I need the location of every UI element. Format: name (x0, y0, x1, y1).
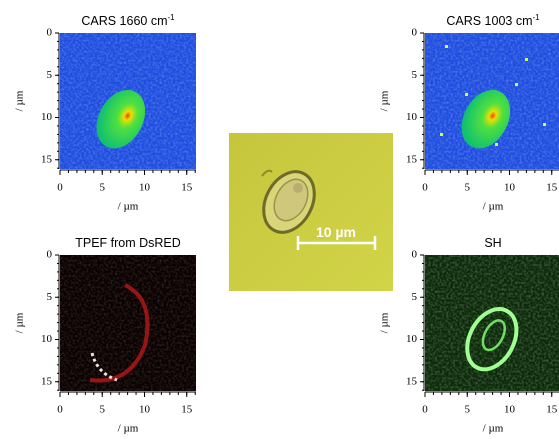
y-tick-label: 5 (47, 69, 53, 81)
y-tick-label: 0 (412, 249, 418, 261)
image-panel: SH 0 5 10 15 0 5 10 15 / µm / µm (379, 236, 559, 435)
bright-field-image: 10 µm (229, 133, 393, 291)
panel-title: TPEF from DsRED (75, 236, 181, 250)
panel-title: CARS 1660 cm-1 (81, 13, 175, 28)
image (60, 255, 196, 391)
image (60, 33, 196, 169)
y-tick-label: 10 (41, 333, 53, 345)
title-superscript: -1 (168, 13, 176, 22)
x-tick-label: 5 (465, 404, 471, 416)
y-tick-label: 0 (412, 27, 418, 39)
y-tick-label: 15 (41, 153, 53, 165)
x-tick-label: 5 (100, 182, 106, 194)
y-tick-label: 15 (406, 153, 418, 165)
x-tick-label: 0 (57, 182, 63, 194)
image-panel: CARS 1660 cm-1 0 5 10 15 0 5 10 15 / µm / µm (14, 13, 196, 213)
y-axis-label: / µm (379, 312, 391, 333)
y-tick-label: 0 (47, 27, 53, 39)
panel-title: CARS 1003 cm-1 (446, 13, 540, 28)
image-panel: CARS 1003 cm-1 0 5 10 15 0 5 10 15 / µm / µm (379, 13, 559, 213)
panel-title-text: CARS 1003 cm (446, 14, 532, 28)
x-tick-label: 10 (504, 404, 516, 416)
x-tick-label: 10 (139, 404, 151, 416)
x-axis-label: / µm (118, 423, 139, 435)
x-tick-label: 15 (546, 404, 558, 416)
panel-title-text: TPEF from DsRED (75, 236, 181, 250)
panel-title: SH (484, 236, 501, 250)
y-tick-label: 5 (412, 69, 418, 81)
y-axis-label: / µm (14, 312, 26, 333)
y-axis-label: / µm (379, 90, 391, 111)
image (425, 33, 559, 169)
x-tick-label: 0 (422, 182, 428, 194)
y-tick-label: 0 (47, 249, 53, 261)
x-tick-label: 5 (465, 182, 471, 194)
x-tick-label: 10 (139, 182, 151, 194)
x-tick-label: 0 (422, 404, 428, 416)
x-axis-label: / µm (483, 201, 504, 213)
x-tick-label: 0 (57, 404, 63, 416)
y-axis-label: / µm (14, 90, 26, 111)
x-tick-label: 5 (100, 404, 106, 416)
y-tick-label: 10 (406, 333, 418, 345)
y-tick-label: 10 (406, 111, 418, 123)
x-tick-label: 15 (181, 404, 193, 416)
title-superscript: -1 (533, 13, 541, 22)
panel-title-text: CARS 1660 cm (81, 14, 167, 28)
y-tick-label: 15 (406, 375, 418, 387)
image (425, 255, 559, 391)
y-tick-label: 15 (41, 375, 53, 387)
image-panel: TPEF from DsRED 0 5 10 15 0 5 10 15 / µm / µm (14, 236, 196, 435)
x-tick-label: 10 (504, 182, 516, 194)
x-tick-label: 15 (181, 182, 193, 194)
y-tick-label: 5 (412, 291, 418, 303)
x-axis-label: / µm (118, 201, 139, 213)
y-tick-label: 10 (41, 111, 53, 123)
x-axis-label: / µm (483, 423, 504, 435)
y-tick-label: 5 (47, 291, 53, 303)
scale-bar-label: 10 µm (316, 224, 356, 240)
x-tick-label: 15 (546, 182, 558, 194)
panel-title-text: SH (484, 236, 501, 250)
